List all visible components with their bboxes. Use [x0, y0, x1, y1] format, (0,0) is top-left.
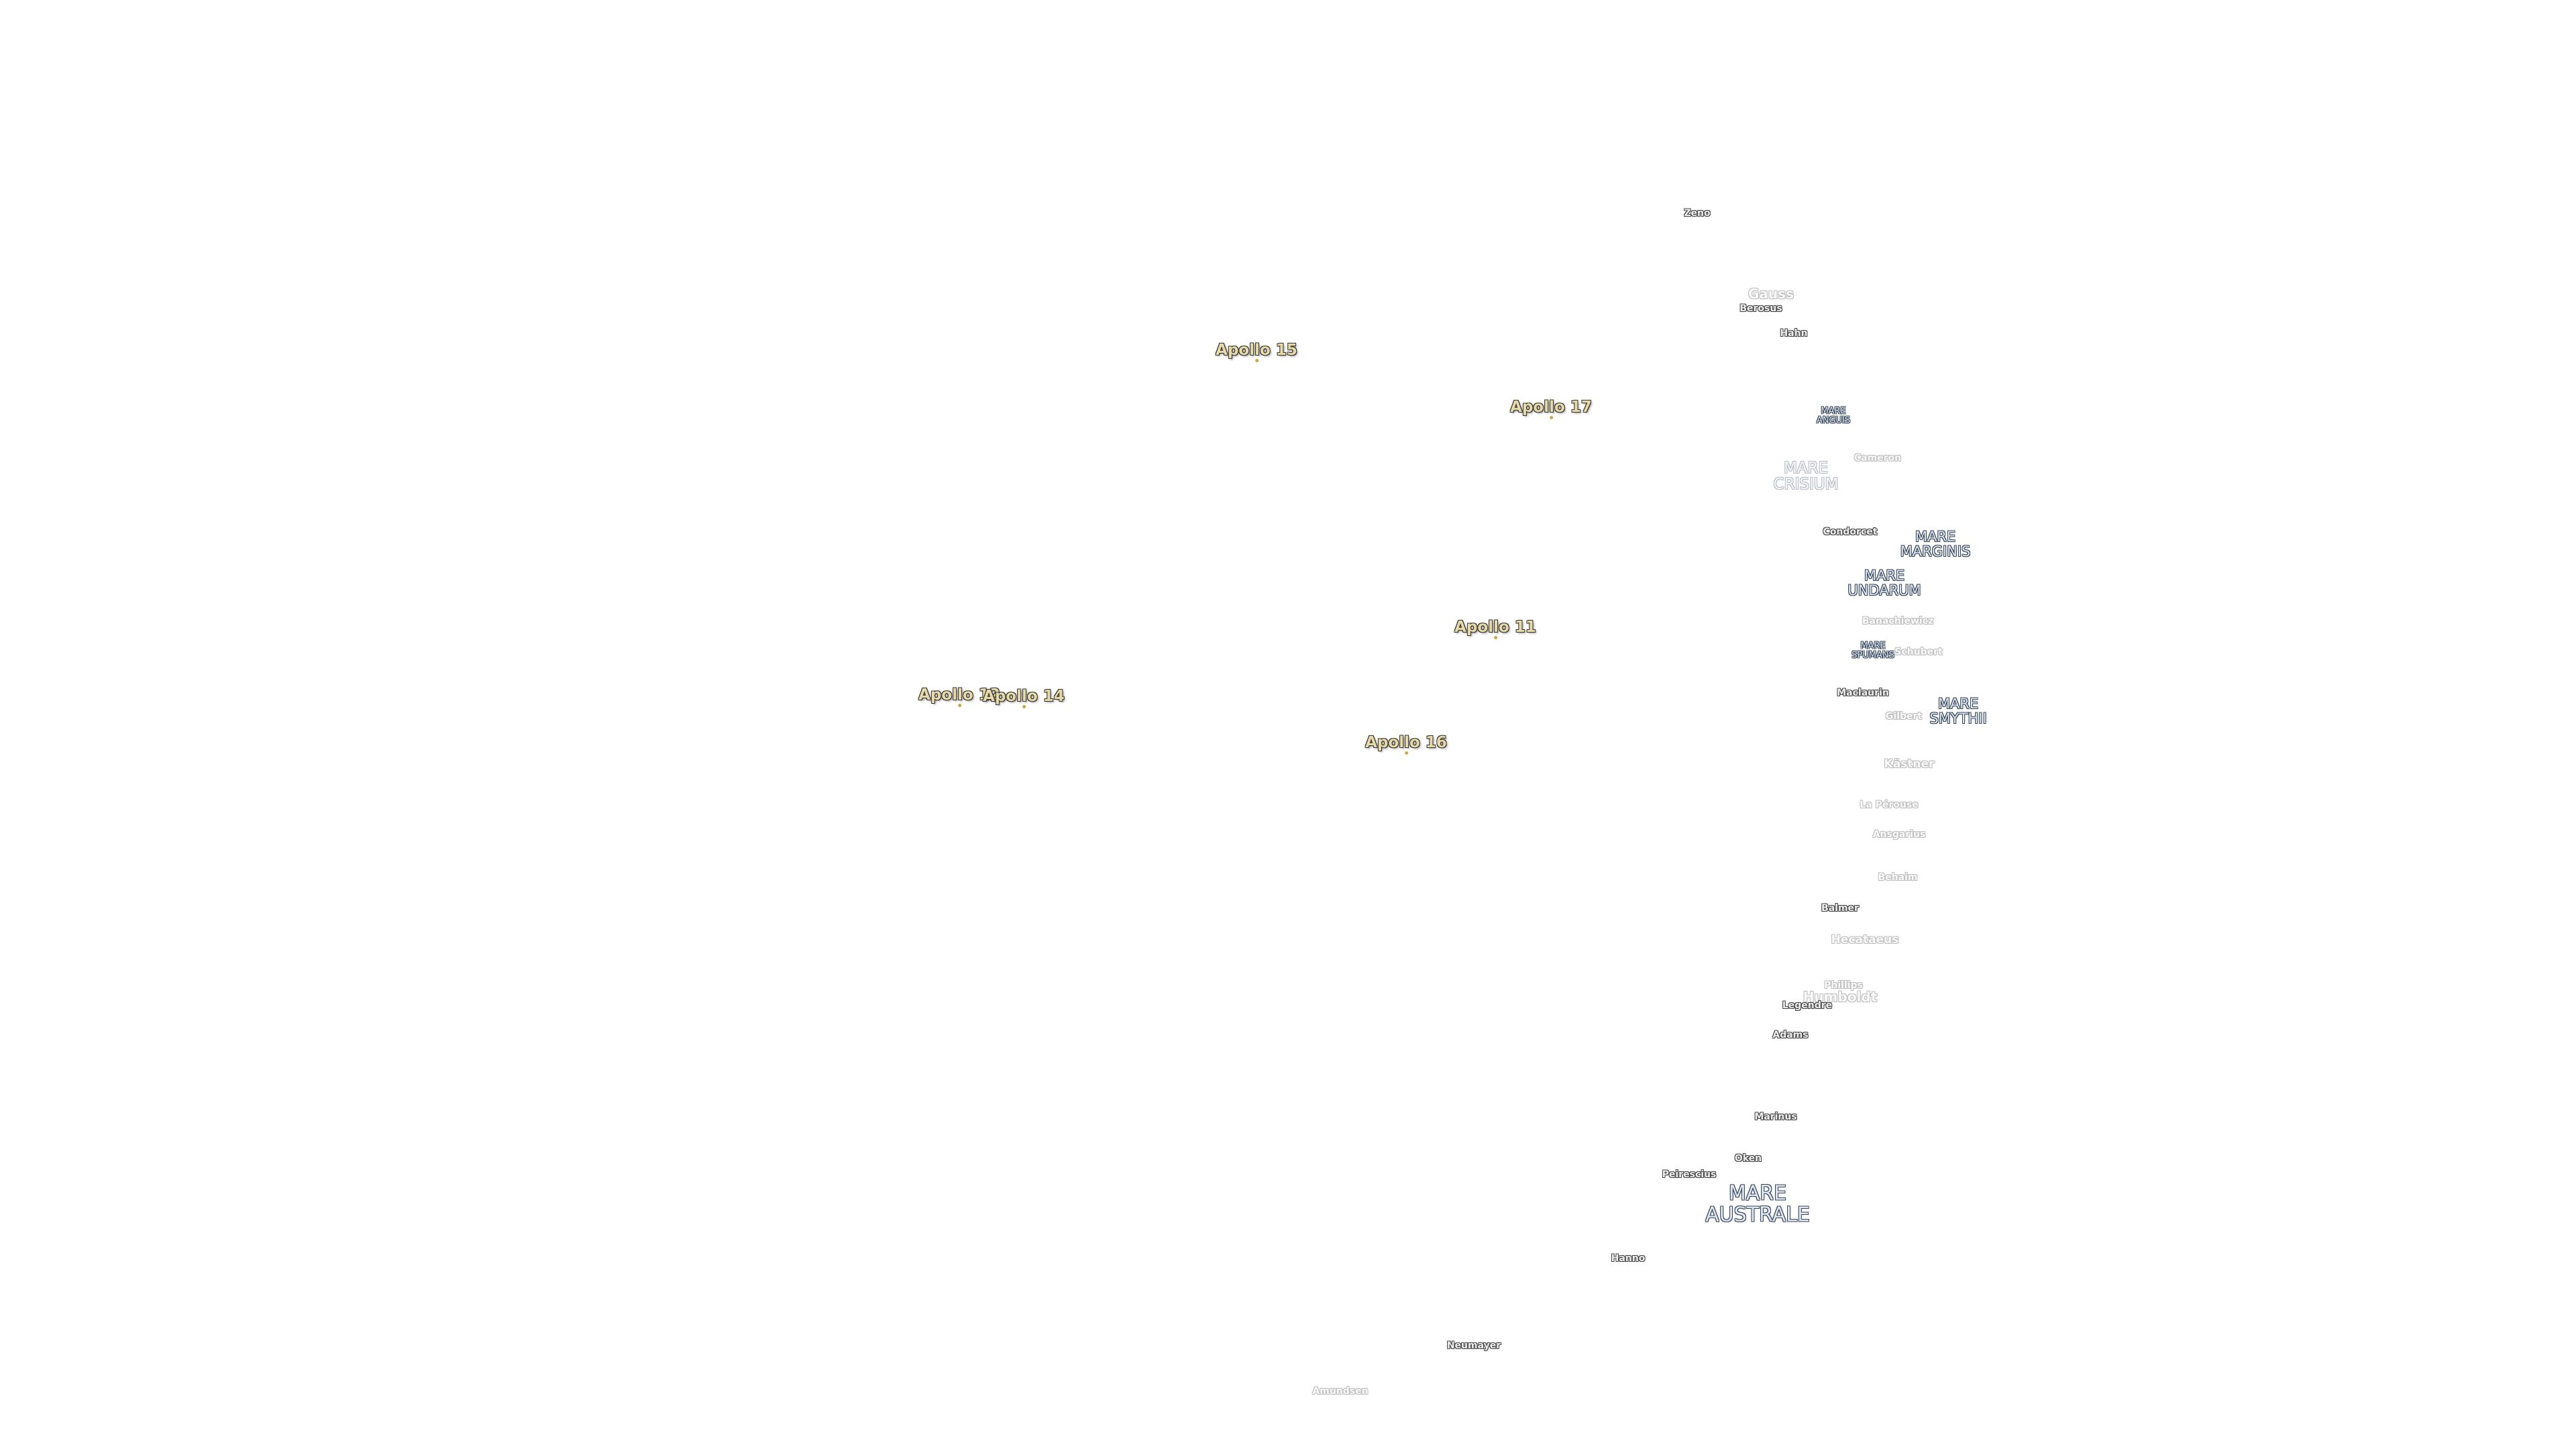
crater-label[interactable]: Berosus — [1739, 303, 1782, 314]
crater-label[interactable]: Hanno — [1611, 1253, 1646, 1264]
mare-label[interactable]: MARE AUSTRALE — [1705, 1181, 1810, 1226]
mission-label[interactable]: Apollo 16 — [1365, 734, 1447, 755]
mission-label[interactable]: Apollo 11 — [1454, 619, 1536, 639]
crater-label[interactable]: Amundsen — [1312, 1386, 1368, 1397]
crater-label[interactable]: Condorcet — [1823, 527, 1878, 537]
crater-label[interactable]: Oken — [1734, 1153, 1762, 1164]
crater-label[interactable]: Humboldt — [1803, 989, 1878, 1005]
crater-label[interactable]: Behaim — [1878, 872, 1918, 883]
mission-label[interactable]: Apollo 17 — [1510, 398, 1592, 419]
mare-label[interactable]: MARE ANGUIS — [1816, 406, 1851, 425]
crater-label[interactable]: Peirescius — [1662, 1169, 1717, 1180]
crater-label[interactable]: Gilbert — [1885, 711, 1923, 722]
crater-label[interactable]: Maclaurin — [1837, 688, 1889, 698]
mare-label[interactable]: MARE SMYTHII — [1929, 695, 1987, 727]
crater-label[interactable]: Legendre — [1782, 1000, 1833, 1011]
crater-label[interactable]: Banachiewicz — [1862, 616, 1934, 627]
mission-label[interactable]: Apollo 12 — [918, 686, 1000, 707]
crater-label[interactable]: Marinus — [1754, 1112, 1797, 1122]
mare-label[interactable]: MARE UNDARUM — [1847, 567, 1921, 598]
mare-label[interactable]: MARE SPUMANS — [1851, 641, 1894, 660]
crater-label[interactable]: Hecataeus — [1831, 933, 1899, 947]
crater-label[interactable]: Gauss — [1748, 286, 1794, 302]
crater-label[interactable]: La Pérouse — [1860, 800, 1919, 810]
crater-label[interactable]: Balmer — [1821, 903, 1859, 914]
crater-label[interactable]: Zeno — [1684, 208, 1711, 219]
mare-label[interactable]: MARE CRISIUM — [1773, 459, 1839, 493]
crater-label[interactable]: Neumayer — [1446, 1340, 1501, 1351]
crater-label[interactable]: Cameron — [1854, 453, 1902, 464]
crater-label[interactable]: Adams — [1772, 1030, 1809, 1040]
crater-label[interactable]: Kästner — [1884, 757, 1935, 771]
crater-label[interactable]: Hahn — [1780, 328, 1808, 339]
crater-label[interactable]: Schubert — [1894, 647, 1943, 657]
crater-label[interactable]: Phillips — [1824, 980, 1863, 991]
mare-label[interactable]: MARE MARGINIS — [1900, 528, 1971, 559]
mission-label[interactable]: Apollo 14 — [983, 688, 1065, 708]
crater-label[interactable]: Ansgarius — [1872, 829, 1926, 840]
mission-label[interactable]: Apollo 15 — [1216, 341, 1297, 362]
